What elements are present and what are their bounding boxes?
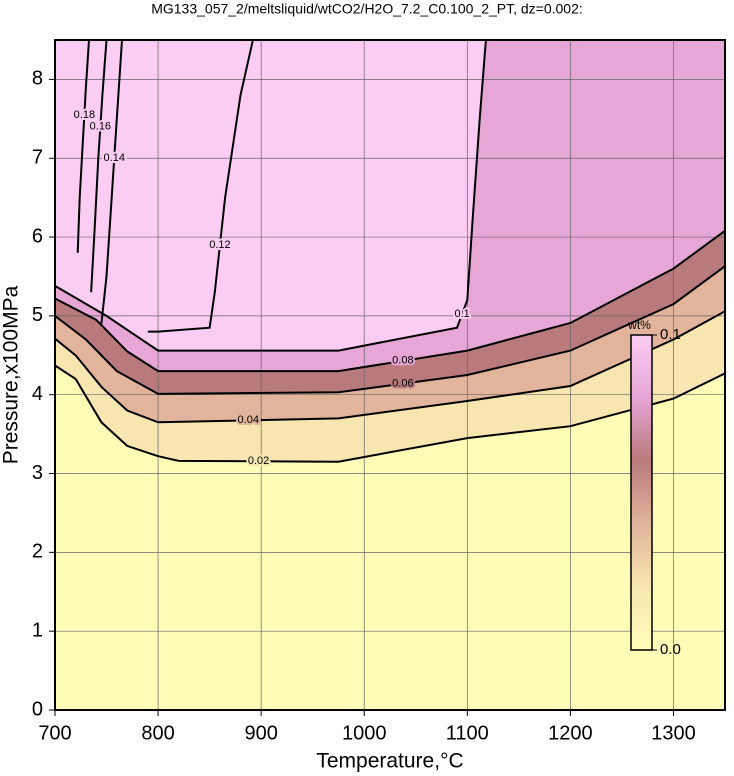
y-tick-label: 0 — [32, 698, 43, 720]
x-tick-label: 1100 — [446, 722, 489, 744]
x-axis-label: Temperature,°C — [316, 750, 463, 773]
x-tick-label: 1000 — [342, 722, 387, 744]
y-tick-label: 6 — [32, 225, 43, 247]
contour-line — [76, 39, 90, 253]
contour-label: 0.14 — [104, 152, 125, 164]
x-tick-label: 1200 — [548, 722, 593, 744]
x-tick-label: 700 — [38, 722, 71, 744]
contour-line — [54, 265, 726, 395]
contour-line — [54, 364, 726, 463]
contour-label: 0.06 — [392, 378, 413, 390]
contour-label: 0.12 — [209, 239, 230, 251]
y-tick-label: 7 — [32, 147, 43, 169]
contour-line — [147, 39, 254, 333]
x-tick-label: 900 — [244, 722, 277, 744]
contour-label: 0.18 — [74, 109, 95, 121]
contour-line — [100, 39, 123, 324]
contour-fill — [55, 40, 725, 351]
y-tick-label: 1 — [32, 619, 43, 641]
contour-label: 0.04 — [238, 414, 259, 426]
y-tick-label: 8 — [32, 68, 43, 90]
contour-line — [54, 310, 726, 424]
y-tick-label: 3 — [32, 462, 43, 484]
x-tick-label: 800 — [141, 722, 174, 744]
contour-label: 0.1 — [455, 308, 470, 320]
y-axis-label: Pressure,x100MPa — [0, 285, 23, 464]
contour-line — [54, 39, 487, 352]
contour-label: 0.16 — [90, 121, 111, 133]
colorbar-tick-label: 0.0 — [660, 641, 681, 658]
colorbar-label: wt% — [627, 318, 651, 332]
contour-label: 0.02 — [248, 455, 269, 467]
contour-label: 0.08 — [392, 355, 413, 367]
y-tick-label: 5 — [32, 304, 43, 326]
colorbar — [630, 334, 653, 651]
chart-title: MG133_057_2/meltsliquid/wtCO2/H2O_7.2_C0… — [151, 1, 583, 17]
x-tick-label: 1300 — [651, 722, 696, 744]
plot-frame — [54, 39, 726, 711]
y-tick-label: 4 — [32, 383, 43, 405]
colorbar-tick-label: 0.1 — [660, 326, 681, 343]
contour-line — [54, 229, 726, 373]
contour-line — [90, 39, 108, 293]
y-tick-label: 2 — [32, 541, 43, 563]
